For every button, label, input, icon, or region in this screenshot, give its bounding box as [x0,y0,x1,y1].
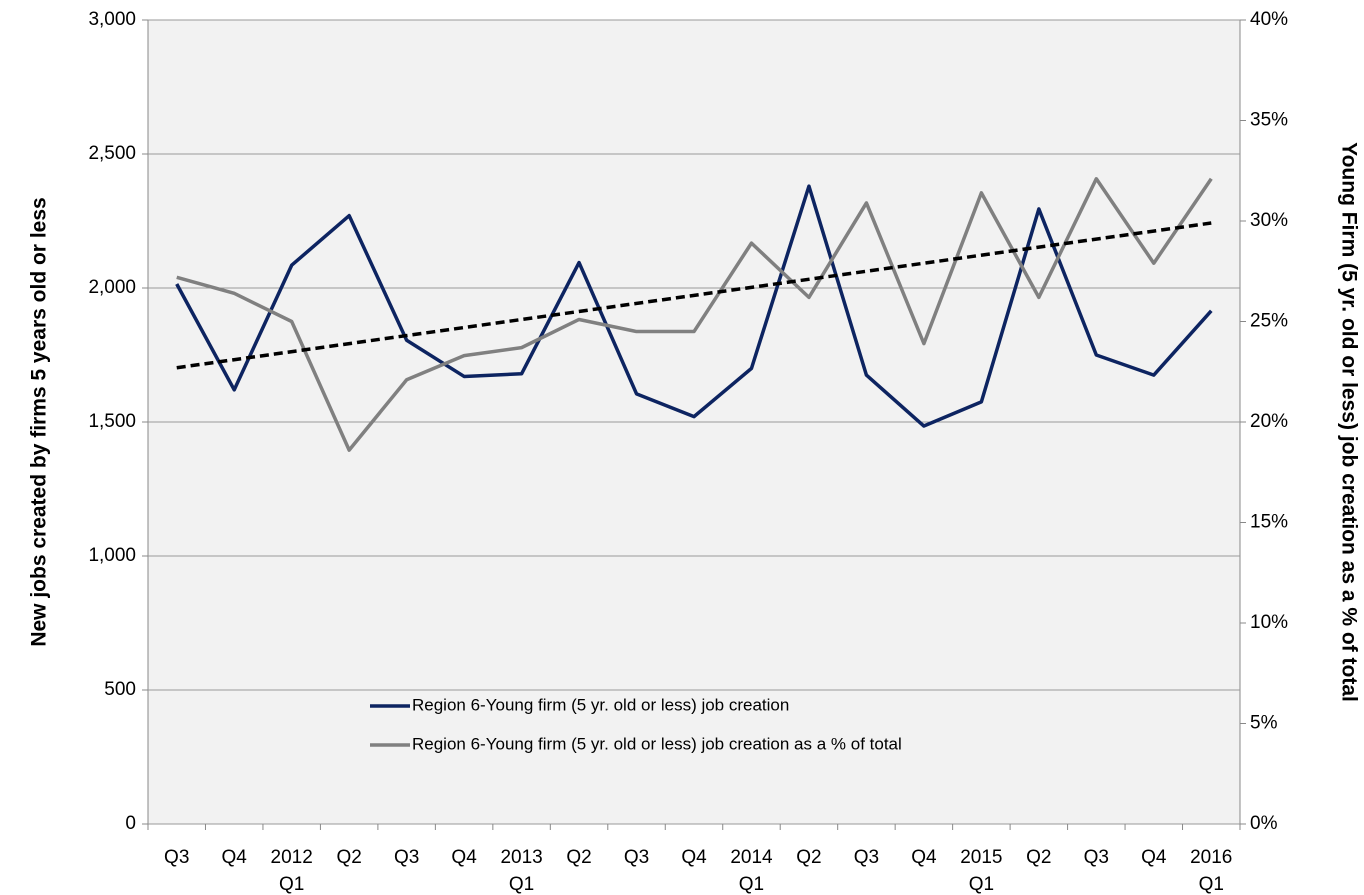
series-line [175,184,1213,428]
y2-tick-label: 40% [1250,9,1288,30]
x-tick-label: Q4 [681,847,707,868]
y-axis-title: New jobs created by firms 5 years old or… [28,197,51,646]
x-tick-label: Q3 [624,847,649,868]
y-tick-label: 0 [125,813,136,834]
legend-label: Region 6-Young firm (5 yr. old or less) … [412,734,902,753]
x-tick-label: Q4 [451,847,477,868]
legend-label: Region 6-Young firm (5 yr. old or less) … [412,695,789,714]
y2-tick-label: 5% [1250,713,1278,734]
y2-tick-label: 35% [1250,110,1288,131]
x-tick-label: Q4 [222,847,248,868]
y2-tick-label: 15% [1250,512,1288,533]
x-tick-label: Q3 [394,847,419,868]
x-tick-label: Q2 [1026,847,1051,868]
x-tick-label: 2012 Q1 [271,847,313,895]
y-tick-label: 2,000 [88,277,136,298]
x-tick-label: Q2 [336,847,361,868]
y-tick-label: 3,000 [88,9,136,30]
x-tick-label: Q3 [854,847,879,868]
series-line [176,177,1213,452]
y2-tick-label: 10% [1250,612,1288,633]
x-tick-label: Q4 [911,847,937,868]
y2-tick-label: 30% [1250,210,1288,231]
x-tick-label: Q2 [796,847,821,868]
x-tick-label: 2014 Q1 [730,847,773,895]
x-tick-label: 2013 Q1 [500,847,542,895]
y2-tick-label: 0% [1250,813,1278,834]
x-tick-label: Q3 [164,847,189,868]
y2-axis-title: Young Firm (5 yr. old or less) job creat… [1337,142,1360,702]
y2-tick-label: 25% [1250,311,1288,332]
y-tick-label: 1,000 [88,545,136,566]
x-tick-label: Q2 [566,847,591,868]
y-tick-label: 2,500 [88,143,136,164]
y-tick-label: 1,500 [88,411,136,432]
y2-tick-label: 20% [1250,411,1288,432]
x-tick-label: 2016 Q1 [1190,847,1232,895]
x-tick-label: Q3 [1084,847,1109,868]
x-tick-label: Q4 [1141,847,1167,868]
x-tick-label: 2015 Q1 [960,847,1002,895]
y-tick-label: 500 [104,679,136,700]
trend-line [176,221,1212,370]
